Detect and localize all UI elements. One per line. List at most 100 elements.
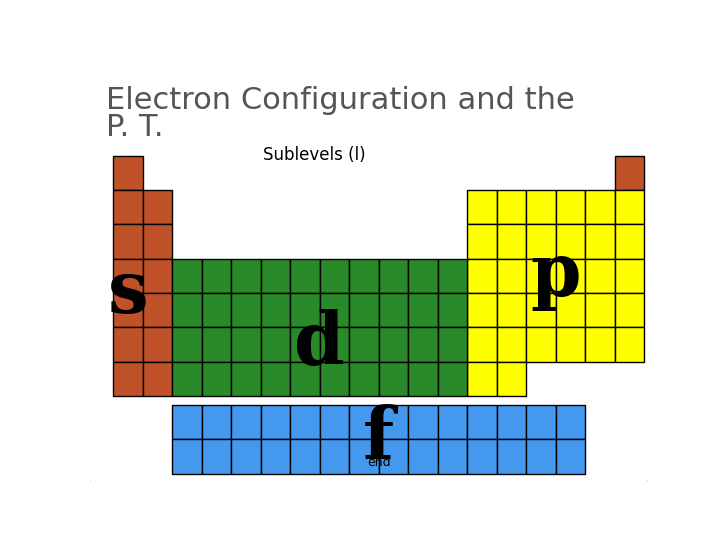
Bar <box>497 224 526 259</box>
Bar <box>172 405 202 440</box>
Bar <box>379 440 408 474</box>
Bar <box>349 405 379 440</box>
Bar <box>172 362 202 396</box>
Bar <box>143 190 172 224</box>
Bar <box>113 224 143 259</box>
Bar <box>497 362 526 396</box>
Bar <box>320 440 349 474</box>
Text: p: p <box>531 240 581 311</box>
Bar <box>202 327 231 362</box>
Bar <box>379 293 408 327</box>
Bar <box>231 405 261 440</box>
Bar <box>497 293 526 327</box>
Bar <box>585 327 615 362</box>
Bar <box>467 259 497 293</box>
Bar <box>497 327 526 362</box>
Bar <box>172 440 202 474</box>
Bar <box>497 259 526 293</box>
Bar <box>261 362 290 396</box>
Bar <box>615 293 644 327</box>
Bar <box>556 259 585 293</box>
Bar <box>585 224 615 259</box>
Bar <box>408 440 438 474</box>
Bar <box>438 327 467 362</box>
Bar <box>143 259 172 293</box>
Bar <box>202 405 231 440</box>
Bar <box>320 362 349 396</box>
Text: s: s <box>107 258 148 328</box>
Bar <box>113 190 143 224</box>
Bar <box>467 190 497 224</box>
Bar <box>497 440 526 474</box>
Bar <box>526 405 556 440</box>
Bar <box>290 259 320 293</box>
Bar <box>438 293 467 327</box>
Bar <box>231 440 261 474</box>
Bar <box>261 405 290 440</box>
Bar <box>172 293 202 327</box>
Bar <box>349 293 379 327</box>
Bar <box>585 259 615 293</box>
Bar <box>290 327 320 362</box>
Bar <box>379 405 408 440</box>
Bar <box>143 362 172 396</box>
Bar <box>261 259 290 293</box>
Bar <box>438 405 467 440</box>
Bar <box>408 259 438 293</box>
Bar <box>585 293 615 327</box>
Text: f: f <box>363 404 395 475</box>
Text: end: end <box>367 456 390 469</box>
Bar <box>143 293 172 327</box>
Bar <box>438 440 467 474</box>
Text: Sublevels (l): Sublevels (l) <box>264 146 366 164</box>
Bar <box>202 259 231 293</box>
Bar <box>231 259 261 293</box>
Bar <box>438 259 467 293</box>
Text: P. T.: P. T. <box>106 112 163 141</box>
Bar <box>526 440 556 474</box>
Bar <box>320 259 349 293</box>
Bar <box>231 293 261 327</box>
Bar <box>143 327 172 362</box>
Bar <box>408 405 438 440</box>
Bar <box>290 362 320 396</box>
Bar <box>438 362 467 396</box>
Bar <box>143 224 172 259</box>
Bar <box>261 327 290 362</box>
Bar <box>526 259 556 293</box>
Bar <box>261 440 290 474</box>
Bar <box>113 327 143 362</box>
Bar <box>526 190 556 224</box>
Bar <box>231 362 261 396</box>
Bar <box>290 405 320 440</box>
Bar <box>467 440 497 474</box>
Bar <box>290 440 320 474</box>
Bar <box>320 405 349 440</box>
Text: Electron Configuration and the: Electron Configuration and the <box>106 86 575 116</box>
Bar <box>172 259 202 293</box>
Bar <box>526 293 556 327</box>
Bar <box>379 327 408 362</box>
Bar <box>320 293 349 327</box>
Bar <box>290 293 320 327</box>
Bar <box>113 293 143 327</box>
Bar <box>202 440 231 474</box>
Bar <box>497 190 526 224</box>
Bar <box>556 440 585 474</box>
Bar <box>585 190 615 224</box>
Bar <box>556 293 585 327</box>
Bar <box>113 259 143 293</box>
Bar <box>467 224 497 259</box>
Bar <box>172 327 202 362</box>
Bar <box>349 362 379 396</box>
Bar <box>467 293 497 327</box>
Bar <box>615 156 644 190</box>
Bar <box>231 327 261 362</box>
Bar <box>526 327 556 362</box>
Bar <box>615 224 644 259</box>
Bar <box>113 156 143 190</box>
Bar <box>556 405 585 440</box>
Bar <box>408 327 438 362</box>
Bar <box>349 440 379 474</box>
Bar <box>467 362 497 396</box>
